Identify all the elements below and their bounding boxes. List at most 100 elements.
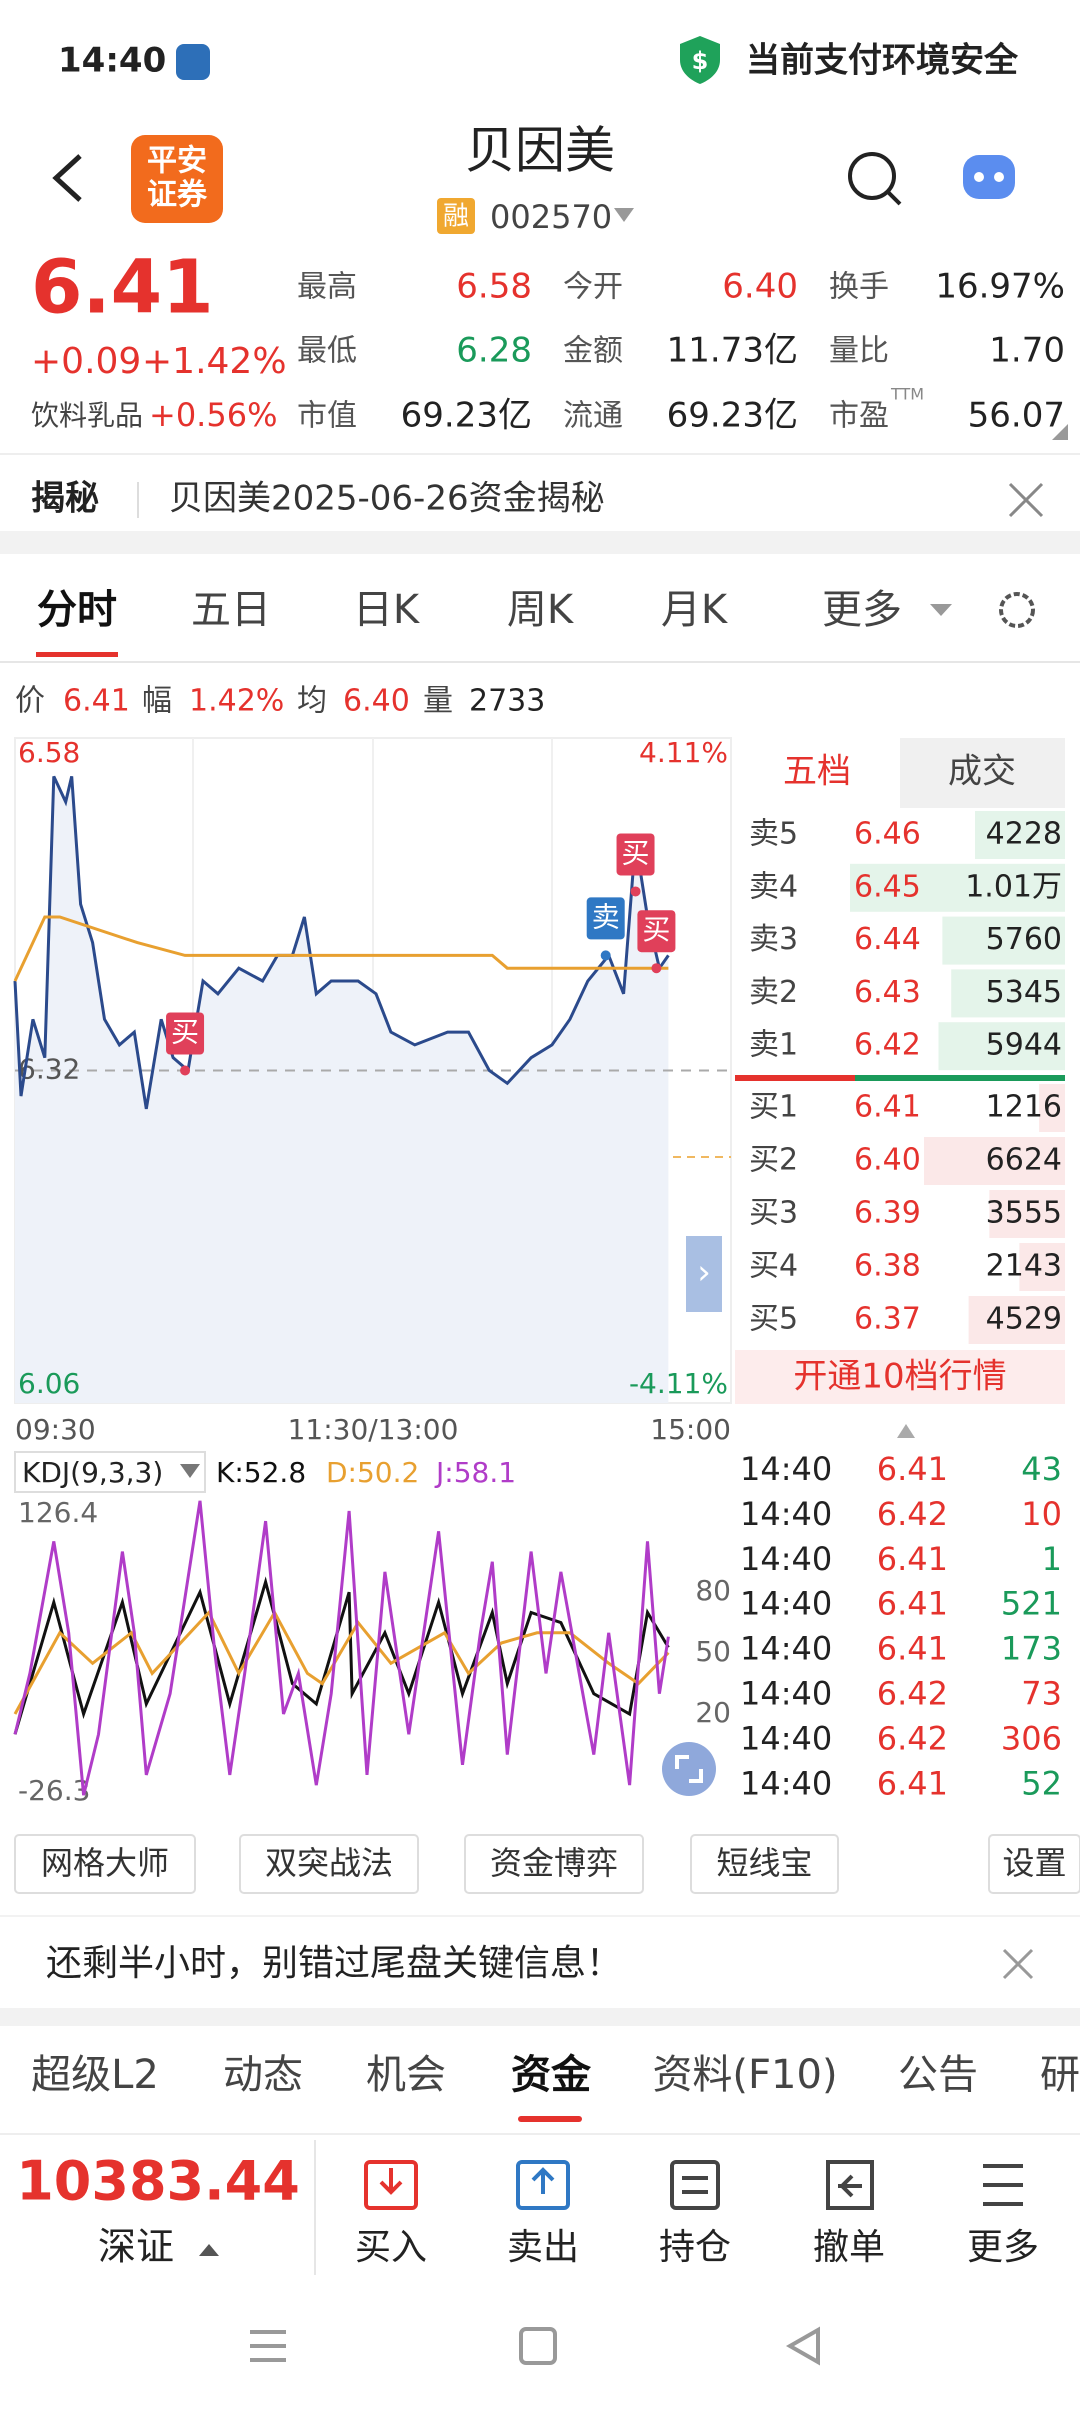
action-label[interactable]: 撤单 xyxy=(813,2227,885,2268)
y-tick-label: 126.4 xyxy=(18,1496,98,1529)
info-label: 量 xyxy=(423,684,453,719)
section-tab[interactable]: 资金 xyxy=(511,2052,592,2098)
volume-bar xyxy=(951,969,1065,1018)
notice-text[interactable]: 贝因美2025-06-26资金揭秘 xyxy=(169,479,605,519)
book-volume: 1.01万 xyxy=(965,869,1062,904)
section-tab[interactable]: 公告 xyxy=(898,2052,978,2098)
tool-button[interactable] xyxy=(690,1834,839,1894)
tool-label[interactable]: 资金博弈 xyxy=(490,1844,618,1882)
trade-volume: 306 xyxy=(1001,1719,1062,1757)
book-price: 6.39 xyxy=(854,1196,921,1231)
upgrade-link[interactable]: 开通10档行情 xyxy=(793,1357,1006,1397)
dropdown-arrow[interactable] xyxy=(614,208,634,222)
y2-tick-label: 20 xyxy=(695,1696,731,1729)
y2-tick-label: 4.11% xyxy=(639,736,728,769)
legend-entry: D:50.2 xyxy=(326,1456,419,1489)
trade-price: 6.42 xyxy=(877,1675,948,1713)
tab-bg xyxy=(900,738,1065,808)
volume-bar xyxy=(942,916,1065,965)
book-label: 卖5 xyxy=(749,817,798,852)
series-line xyxy=(13,1576,670,1735)
sector-change: +0.56% xyxy=(149,396,277,434)
sell-icon xyxy=(516,2160,570,2210)
nav-back[interactable] xyxy=(785,2326,820,2366)
trade-volume: 73 xyxy=(1021,1675,1062,1713)
action-label[interactable]: 卖出 xyxy=(507,2227,579,2268)
upgrade-bg[interactable] xyxy=(735,1350,1065,1404)
index-name[interactable]: 深证 xyxy=(98,2225,174,2269)
expand-panel[interactable] xyxy=(686,1236,722,1312)
dropdown-arrow[interactable] xyxy=(199,2244,219,2256)
margin-badge-text: 融 xyxy=(443,202,469,232)
fullscreen-icon xyxy=(675,1755,703,1783)
search-button[interactable] xyxy=(848,152,896,200)
tool-button[interactable] xyxy=(988,1834,1080,1894)
nav-bar xyxy=(250,2326,820,2366)
chart-tab[interactable]: 更多 xyxy=(822,587,902,633)
assistant-button[interactable] xyxy=(963,155,1015,199)
series-line xyxy=(13,1500,670,1796)
stat-value: 11.73亿 xyxy=(667,331,798,371)
tool-label[interactable]: 网格大师 xyxy=(41,1844,169,1882)
book-tab[interactable]: 成交 xyxy=(948,752,1016,792)
section-tab[interactable]: 研 xyxy=(1040,2052,1080,2098)
tool-button[interactable] xyxy=(14,1834,196,1894)
chart-tab[interactable]: 月K xyxy=(661,587,729,633)
indicator-box[interactable] xyxy=(14,1451,206,1493)
volume-bar xyxy=(989,1190,1065,1238)
trade-time: 14:40 xyxy=(740,1450,832,1488)
dropdown-arrow[interactable] xyxy=(930,604,952,616)
tool-label[interactable]: 短线宝 xyxy=(716,1844,812,1882)
trade-marker xyxy=(586,897,625,940)
chart-tab[interactable]: 五日 xyxy=(191,587,271,633)
more-icon xyxy=(983,2164,1023,2206)
close-button[interactable] xyxy=(1002,1948,1034,1980)
chart-tab[interactable]: 周K xyxy=(507,587,575,633)
action-label[interactable]: 持仓 xyxy=(659,2227,731,2268)
chart-tab[interactable]: 日K xyxy=(353,587,421,633)
trade-marker-text: 买 xyxy=(622,836,650,869)
book-label: 买3 xyxy=(749,1196,798,1231)
nav-menu[interactable] xyxy=(250,2330,286,2362)
security-status: 当前支付环境安全 xyxy=(746,41,1019,81)
fullscreen-button[interactable] xyxy=(662,1742,716,1796)
back-button[interactable] xyxy=(52,154,82,202)
stat-label: 市盈 xyxy=(829,399,889,434)
book-label: 卖3 xyxy=(749,922,798,957)
buy-icon xyxy=(364,2160,418,2210)
banner-text[interactable]: 还剩半小时，别错过尾盘关键信息！ xyxy=(46,1943,622,1984)
tool-label[interactable]: 设置 xyxy=(1002,1844,1066,1882)
stat-label: 金额 xyxy=(563,334,623,369)
tool-button[interactable] xyxy=(464,1834,644,1894)
book-price: 6.41 xyxy=(854,1090,921,1125)
nav-home[interactable] xyxy=(519,2327,557,2365)
tool-label[interactable]: 双突战法 xyxy=(265,1844,393,1882)
book-volume: 4529 xyxy=(986,1302,1062,1337)
trade-volume: 521 xyxy=(1001,1585,1062,1623)
stat-sup: TTM xyxy=(890,385,924,404)
trade-point xyxy=(630,886,641,897)
action-label[interactable]: 买入 xyxy=(355,2227,427,2268)
volume-bar xyxy=(974,811,1065,859)
x-tick-label: 15:00 xyxy=(650,1413,731,1446)
book-price: 6.46 xyxy=(854,817,921,852)
close-button[interactable] xyxy=(1008,482,1044,518)
book-price: 6.42 xyxy=(854,1028,921,1063)
section-tab[interactable]: 动态 xyxy=(223,2052,303,2098)
section-tab[interactable]: 资料(F10) xyxy=(652,2052,837,2098)
action-label[interactable]: 更多 xyxy=(967,2227,1039,2268)
section-tab[interactable]: 超级L2 xyxy=(31,2052,159,2098)
shield-icon xyxy=(680,36,720,84)
indicator-title[interactable]: KDJ(9,3,3) xyxy=(22,1456,163,1489)
stat-value: 1.70 xyxy=(989,331,1065,371)
book-tab[interactable]: 五档 xyxy=(783,752,851,792)
sell-arrow xyxy=(531,2167,555,2194)
chart-tab[interactable]: 分时 xyxy=(37,587,117,633)
section-tab[interactable]: 机会 xyxy=(366,2052,446,2098)
info-value: 1.42% xyxy=(189,684,284,719)
scroll-arrow[interactable] xyxy=(897,1424,915,1438)
settings-button[interactable] xyxy=(999,592,1035,628)
tool-button[interactable] xyxy=(239,1834,419,1894)
index-value: 10383.44 xyxy=(16,2150,300,2213)
position-icon xyxy=(670,2160,720,2210)
